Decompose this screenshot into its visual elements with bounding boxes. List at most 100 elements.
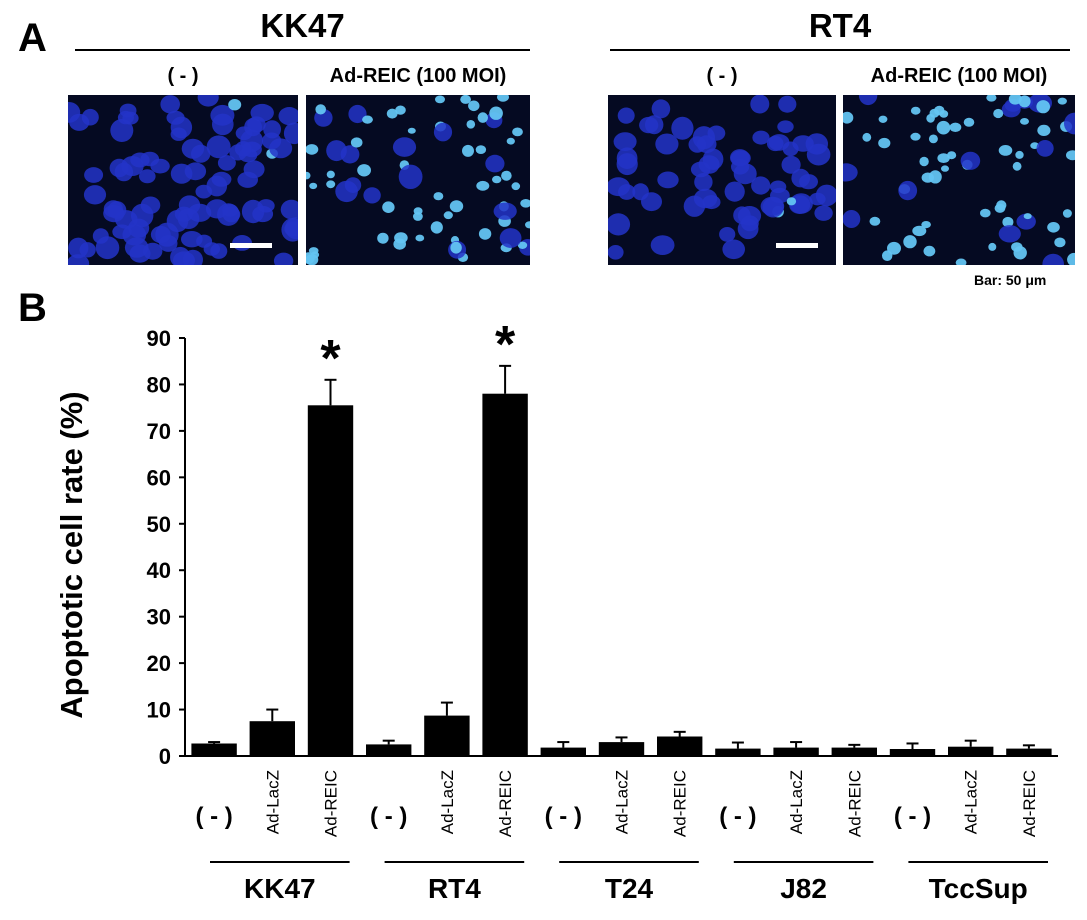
apoptotic-nucleus	[843, 111, 854, 124]
apoptotic-nucleus	[517, 241, 528, 249]
nucleus	[160, 95, 180, 114]
bar	[482, 393, 528, 756]
rt4-control-micrograph	[608, 95, 836, 265]
group-label: T24	[605, 873, 654, 904]
nucleus	[283, 122, 298, 145]
apoptotic-nucleus	[506, 137, 515, 145]
apoptotic-nucleus	[993, 108, 1004, 119]
nucleus	[170, 163, 193, 184]
apoptotic-nucleus	[315, 104, 326, 115]
nucleus	[843, 163, 858, 182]
panel-a-letter: A	[18, 16, 47, 60]
bar	[366, 744, 412, 756]
nucleus	[651, 99, 671, 119]
apoptotic-nucleus	[430, 221, 443, 234]
nucleus	[608, 213, 631, 236]
apoptotic-nucleus	[949, 122, 962, 132]
nucleus	[340, 145, 360, 164]
nucleus	[182, 249, 203, 265]
apoptotic-nucleus	[350, 137, 363, 148]
group-label: J82	[780, 873, 827, 904]
nucleus	[760, 196, 785, 216]
nucleus	[68, 237, 89, 259]
apoptotic-nucleus	[921, 221, 931, 229]
apoptotic-nucleus	[1012, 161, 1022, 171]
apoptotic-nucleus	[435, 95, 445, 104]
apoptotic-nucleus	[912, 225, 927, 237]
kk47-control-label: ( - )	[167, 65, 199, 87]
apoptotic-nucleus	[386, 108, 398, 119]
nucleus	[733, 163, 757, 185]
bar	[598, 742, 645, 756]
nucleus	[203, 242, 220, 256]
category-label: ( - )	[545, 803, 582, 830]
nucleus	[103, 204, 125, 223]
category-label: Ad-REIC	[322, 770, 341, 837]
apoptotic-nucleus	[511, 182, 521, 191]
apoptotic-nucleus	[228, 99, 242, 111]
nucleus	[140, 196, 161, 214]
rt4-title: RT4	[808, 7, 872, 44]
apoptotic-nucleus	[928, 170, 942, 184]
apoptotic-nucleus	[919, 156, 929, 167]
category-label: Ad-REIC	[496, 770, 515, 837]
nucleus	[608, 245, 624, 260]
nucleus	[222, 204, 239, 217]
nucleus	[696, 135, 717, 154]
apoptotic-nucleus	[862, 132, 872, 142]
nucleus	[210, 104, 235, 126]
nucleus	[280, 199, 298, 220]
nucleus	[724, 181, 745, 202]
apoptotic-nucleus	[466, 120, 476, 129]
nucleus	[639, 116, 659, 134]
apoptotic-nucleus	[928, 134, 938, 144]
apoptotic-nucleus	[382, 201, 395, 213]
apoptotic-nucleus	[462, 144, 474, 157]
nucleus	[124, 237, 149, 258]
bar	[424, 715, 470, 756]
apoptotic-nucleus	[308, 247, 319, 255]
apoptotic-nucleus	[923, 245, 936, 257]
apoptotic-nucleus	[326, 170, 335, 179]
scale-bar-note: Bar: 50 μm	[974, 272, 1047, 288]
bar	[191, 743, 237, 756]
category-label: Ad-LacZ	[613, 770, 632, 834]
nucleus	[284, 221, 298, 237]
nucleus	[769, 180, 787, 194]
apoptotic-nucleus	[468, 100, 480, 112]
nucleus	[671, 116, 694, 140]
apoptotic-nucleus	[998, 145, 1013, 156]
apoptotic-nucleus	[443, 211, 453, 220]
nucleus	[181, 138, 205, 159]
apoptotic-nucleus	[501, 170, 512, 181]
apoptotic-nucleus	[413, 207, 423, 215]
nucleus	[781, 155, 801, 174]
y-tick-label: 20	[147, 651, 171, 676]
apoptotic-nucleus	[1066, 150, 1075, 161]
y-tick-label: 0	[159, 744, 171, 769]
rt4-ad-reic-label: Ad-REIC (100 MOI)	[870, 65, 1048, 87]
apoptotic-nucleus	[903, 235, 917, 249]
apoptotic-nucleus	[939, 110, 949, 118]
nucleus	[398, 164, 423, 189]
group-label: RT4	[428, 873, 481, 904]
nucleus	[206, 175, 228, 197]
apoptotic-nucleus	[937, 153, 950, 163]
nucleus	[244, 118, 262, 137]
bar	[715, 748, 761, 756]
nucleus	[433, 122, 453, 142]
nucleus	[110, 119, 134, 142]
nucleus	[998, 225, 1021, 243]
apoptotic-nucleus	[910, 132, 921, 141]
nucleus	[344, 177, 362, 193]
apoptotic-nucleus	[497, 95, 509, 102]
apoptotic-nucleus	[1054, 237, 1066, 248]
nucleus	[139, 169, 156, 184]
nucleus	[109, 158, 129, 178]
apoptotic-nucleus	[415, 234, 425, 242]
significance-mark: *	[495, 316, 516, 374]
apoptotic-nucleus	[306, 254, 319, 265]
apoptotic-nucleus	[1036, 100, 1050, 114]
bar	[889, 749, 936, 756]
category-label: Ad-LacZ	[438, 770, 457, 834]
